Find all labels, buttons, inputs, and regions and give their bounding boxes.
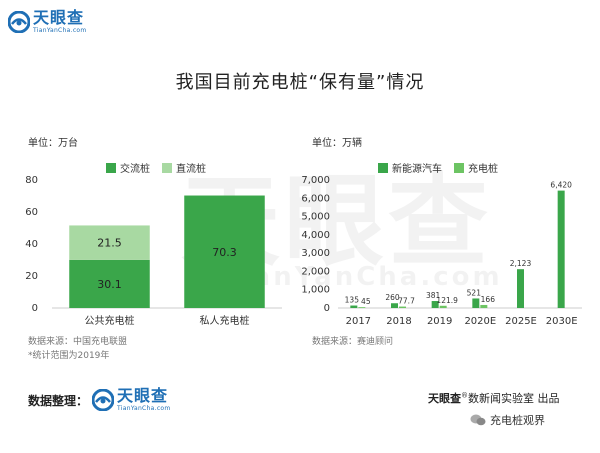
data-label: 166 bbox=[481, 295, 496, 304]
wechat-icon bbox=[470, 414, 486, 426]
data-label: 135 bbox=[345, 296, 360, 305]
right-chart: 0 1,000 2,000 3,000 4,000 5,000 6,000 7,000 135 4… bbox=[301, 175, 582, 327]
data-label: 521 bbox=[467, 288, 482, 297]
data-label: 2,123 bbox=[510, 259, 532, 268]
y-tick-label: 4,000 bbox=[301, 230, 330, 241]
x-tick-label: 2018 bbox=[386, 316, 411, 327]
x-tick-label: 2019 bbox=[427, 316, 452, 327]
data-label: 70.3 bbox=[212, 246, 237, 259]
bar-nev bbox=[472, 298, 480, 308]
x-tick-label: 2020E bbox=[464, 316, 496, 327]
data-label: 21.5 bbox=[97, 237, 122, 250]
data-label: 45 bbox=[361, 297, 371, 306]
y-tick-label: 5,000 bbox=[301, 212, 330, 223]
y-tick-label: 20 bbox=[25, 271, 38, 282]
brand-logo-icon bbox=[92, 389, 115, 411]
footer-credit: 数据整理： 天眼查 TianYanCha.com bbox=[28, 388, 171, 412]
y-tick-label: 60 bbox=[25, 207, 38, 218]
bar-nev bbox=[350, 305, 358, 308]
x-tick-label: 私人充电桩 bbox=[200, 314, 250, 327]
x-tick-label: 2025E bbox=[505, 316, 537, 327]
y-tick-label: 6,000 bbox=[301, 193, 330, 204]
bar-ac bbox=[184, 195, 265, 308]
brand-url: TianYanCha.com bbox=[33, 27, 87, 34]
bar-dc bbox=[69, 225, 150, 260]
wechat-text: 充电桩观界 bbox=[490, 414, 545, 427]
right-chart-legend: 新能源汽车 充电桩 bbox=[378, 160, 510, 175]
legend-label: 充电桩 bbox=[468, 164, 498, 175]
left-chart-legend: 交流桩 直流桩 bbox=[106, 160, 218, 175]
bar-nev bbox=[391, 303, 398, 308]
legend-label: 新能源汽车 bbox=[392, 164, 442, 175]
legend-swatch bbox=[162, 162, 172, 173]
y-tick-label: 3,000 bbox=[301, 248, 330, 259]
footer-brand-url: TianYanCha.com bbox=[117, 405, 171, 412]
y-tick-label: 1,000 bbox=[301, 285, 330, 296]
x-tick-label: 2017 bbox=[346, 316, 371, 327]
legend-label: 交流桩 bbox=[120, 164, 150, 175]
data-label: 121.9 bbox=[436, 296, 458, 305]
brand-logo-icon bbox=[8, 11, 30, 33]
y-tick-label: 0 bbox=[32, 303, 38, 314]
data-label: 6,420 bbox=[550, 181, 572, 190]
legend-swatch bbox=[106, 162, 116, 173]
bar-charger bbox=[480, 304, 488, 308]
y-tick-label: 40 bbox=[25, 239, 38, 250]
footer-brand-name: 天眼查 bbox=[117, 386, 169, 405]
data-label: 77.7 bbox=[398, 297, 415, 306]
x-tick-label: 公共充电桩 bbox=[85, 314, 135, 327]
legend-item: 直流桩 bbox=[162, 160, 206, 175]
bar-nev bbox=[431, 301, 439, 308]
footer-publisher: 天眼查®数新闻实验室 出品 bbox=[428, 391, 560, 405]
legend-swatch bbox=[378, 162, 388, 173]
bar-nev bbox=[517, 269, 524, 308]
bar-charger bbox=[358, 307, 366, 308]
legend-item: 交流桩 bbox=[106, 160, 150, 175]
left-chart: 0 20 40 60 80 30.1 21.5 公共充电桩 70.3 私人充电桩 bbox=[25, 175, 282, 327]
legend-swatch bbox=[454, 162, 464, 173]
bar-ac bbox=[69, 259, 150, 308]
data-label: 260 bbox=[385, 293, 400, 302]
footer-credit-label: 数据整理： bbox=[28, 393, 89, 408]
left-chart-note: *统计范围为2019年 bbox=[28, 351, 110, 361]
brand-logo: 天眼查 TianYanCha.com bbox=[8, 10, 87, 34]
y-tick-label: 7,000 bbox=[301, 175, 330, 186]
page-title: 我国目前充电桩“保有量”情况 bbox=[175, 72, 425, 93]
legend-item: 新能源汽车 bbox=[378, 160, 442, 175]
data-label: 30.1 bbox=[97, 278, 122, 291]
data-label: 381 bbox=[426, 291, 441, 300]
footer-publisher-name: 天眼查 bbox=[428, 392, 461, 405]
left-chart-source: 数据来源：中国充电联盟 bbox=[28, 337, 128, 347]
right-chart-source: 数据来源：赛迪顾问 bbox=[312, 337, 394, 347]
footer-publisher-tail: 数新闻实验室 出品 bbox=[468, 392, 560, 405]
x-tick-label: 2030E bbox=[546, 316, 578, 327]
wechat-account: 充电桩观界 bbox=[470, 412, 545, 428]
y-tick-label: 2,000 bbox=[301, 266, 330, 277]
brand-name: 天眼查 bbox=[33, 8, 85, 27]
right-chart-unit: 单位：万辆 bbox=[312, 138, 362, 149]
y-tick-label: 0 bbox=[324, 303, 330, 314]
y-tick-label: 80 bbox=[25, 175, 38, 186]
bar-charger bbox=[399, 306, 406, 308]
legend-item: 充电桩 bbox=[454, 160, 498, 175]
left-chart-unit: 单位：万台 bbox=[28, 138, 78, 149]
bar-charger bbox=[439, 305, 447, 308]
bar-nev bbox=[557, 190, 565, 308]
legend-label: 直流桩 bbox=[176, 164, 206, 175]
